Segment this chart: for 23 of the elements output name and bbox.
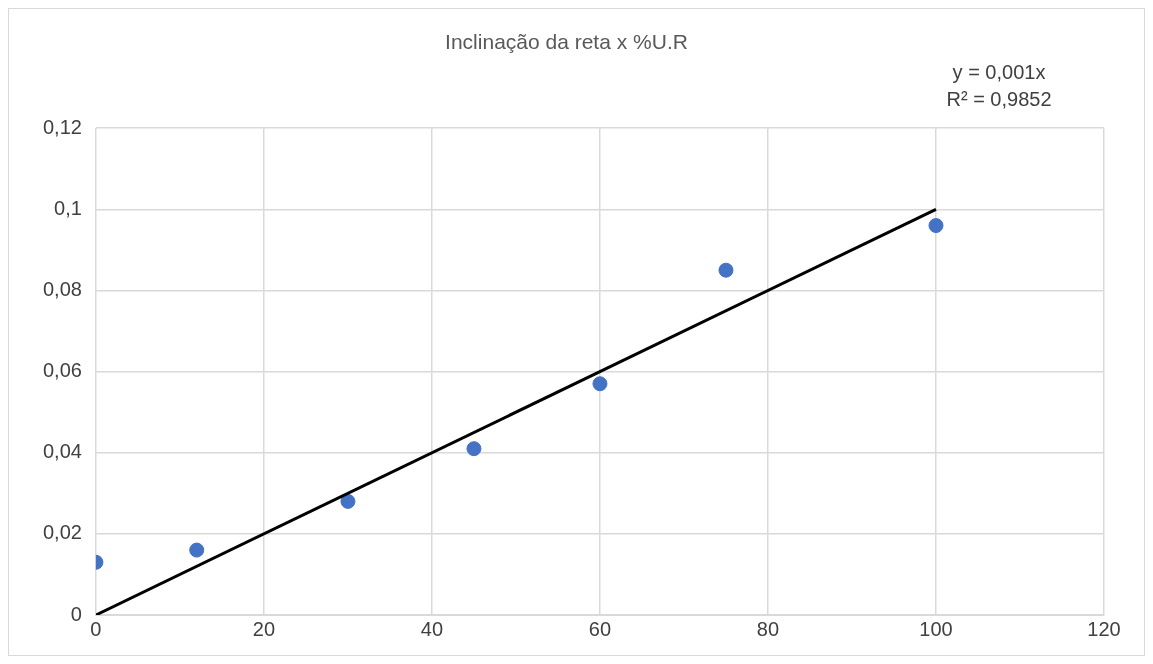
x-tick-label: 20 [252, 617, 276, 640]
point [592, 376, 608, 392]
y-tick-label: 0,06 [42, 359, 82, 382]
y-tick-label: 0,08 [42, 277, 82, 300]
y-tick-label: 0,02 [42, 521, 82, 544]
x-tick-label: 40 [420, 617, 444, 640]
x-tick-label: 120 [1087, 617, 1121, 640]
chart-title: Inclinação da reta x %U.R [445, 30, 688, 54]
x-tick-label: 0 [90, 617, 102, 640]
y-tick-label: 0,1 [54, 196, 82, 219]
x-tick-label: 80 [756, 617, 780, 640]
point [466, 441, 482, 457]
text: y = 0,001x [952, 61, 1046, 83]
point [340, 493, 356, 509]
x-tick-label: 60 [588, 617, 612, 640]
y-tick-label: 0,12 [42, 115, 82, 138]
point [928, 218, 944, 234]
x-tick-label: 100 [919, 617, 953, 640]
text: R² = 0,9852 [946, 88, 1052, 110]
y-tick-label: 0,04 [42, 440, 82, 463]
y-tick-label: 0 [70, 602, 82, 625]
point [189, 542, 205, 558]
point [718, 262, 734, 278]
